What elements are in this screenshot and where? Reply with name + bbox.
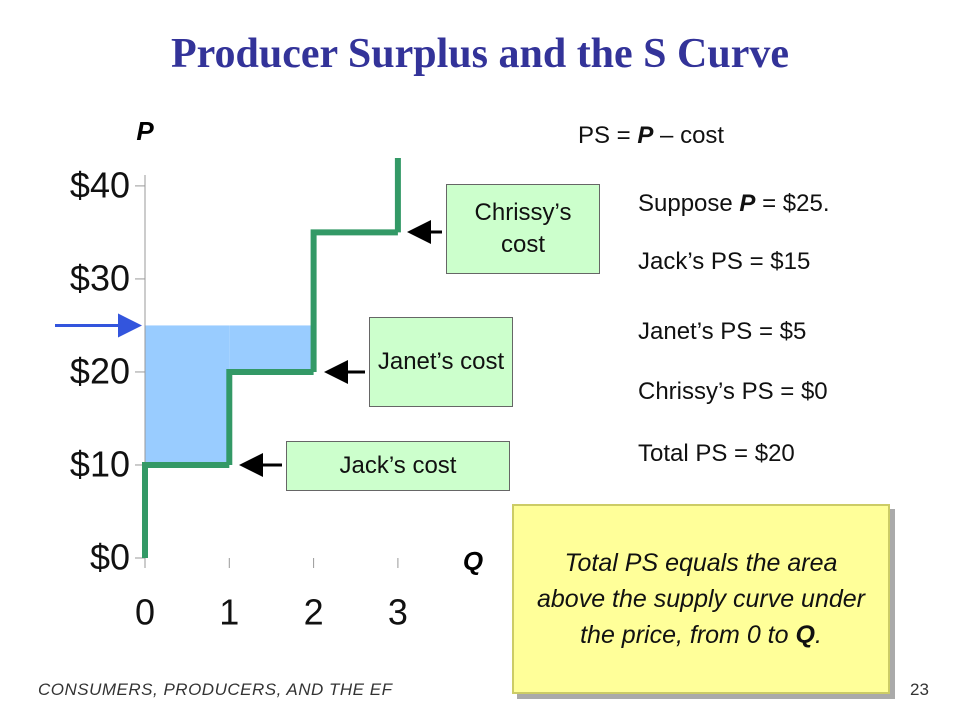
ps-line: Chrissy’s PS = $0 <box>638 378 828 405</box>
y-axis-label: P <box>136 116 154 146</box>
x-tick-label: 2 <box>304 592 324 633</box>
footer: CONSUMERS, PRODUCERS, AND THE EF <box>38 680 393 699</box>
x-tick-label: 1 <box>219 592 239 633</box>
text: = $25. <box>755 190 830 217</box>
ps-line: Jack’s PS = $15 <box>638 248 811 275</box>
surplus-area <box>145 325 230 465</box>
x-tick-label: 3 <box>388 592 408 633</box>
slide-title: Producer Surplus and the S Curve <box>170 31 790 77</box>
text: . <box>814 621 822 650</box>
x-axis-label: Q <box>463 546 483 576</box>
callout-text: Total PS equals the area above the suppl… <box>528 545 874 654</box>
text: Q <box>795 621 815 650</box>
suppose: Suppose P = $25. <box>638 190 830 218</box>
y-tick-label: $40 <box>70 164 130 205</box>
y-tick-label: $0 <box>90 537 130 578</box>
y-tick-label: $20 <box>70 350 130 391</box>
annotation-box: Chrissy’s cost <box>446 184 600 274</box>
supply-step <box>142 461 230 558</box>
ps-line: Total PS = $20 <box>638 440 795 467</box>
annotation-box: Jack’s cost <box>286 441 510 491</box>
supply-step <box>310 229 398 372</box>
y-tick-label: $30 <box>70 257 130 298</box>
text: P <box>739 190 756 217</box>
page-number: 23 <box>910 680 929 699</box>
text: P <box>637 122 654 149</box>
ps-line: Janet’s PS = $5 <box>638 318 807 345</box>
text: Suppose <box>638 190 740 217</box>
x-tick-label: 0 <box>135 592 155 633</box>
surplus-area <box>229 325 314 372</box>
text: PS = <box>578 122 638 149</box>
text: Total PS equals the area above the suppl… <box>537 548 865 650</box>
supply-step <box>226 368 314 465</box>
callout: Total PS equals the area above the suppl… <box>512 504 890 694</box>
annotation-box: Janet’s cost <box>369 317 513 407</box>
formula: PS = P – cost <box>578 122 724 150</box>
text: – cost <box>653 122 725 149</box>
y-tick-label: $10 <box>70 443 130 484</box>
